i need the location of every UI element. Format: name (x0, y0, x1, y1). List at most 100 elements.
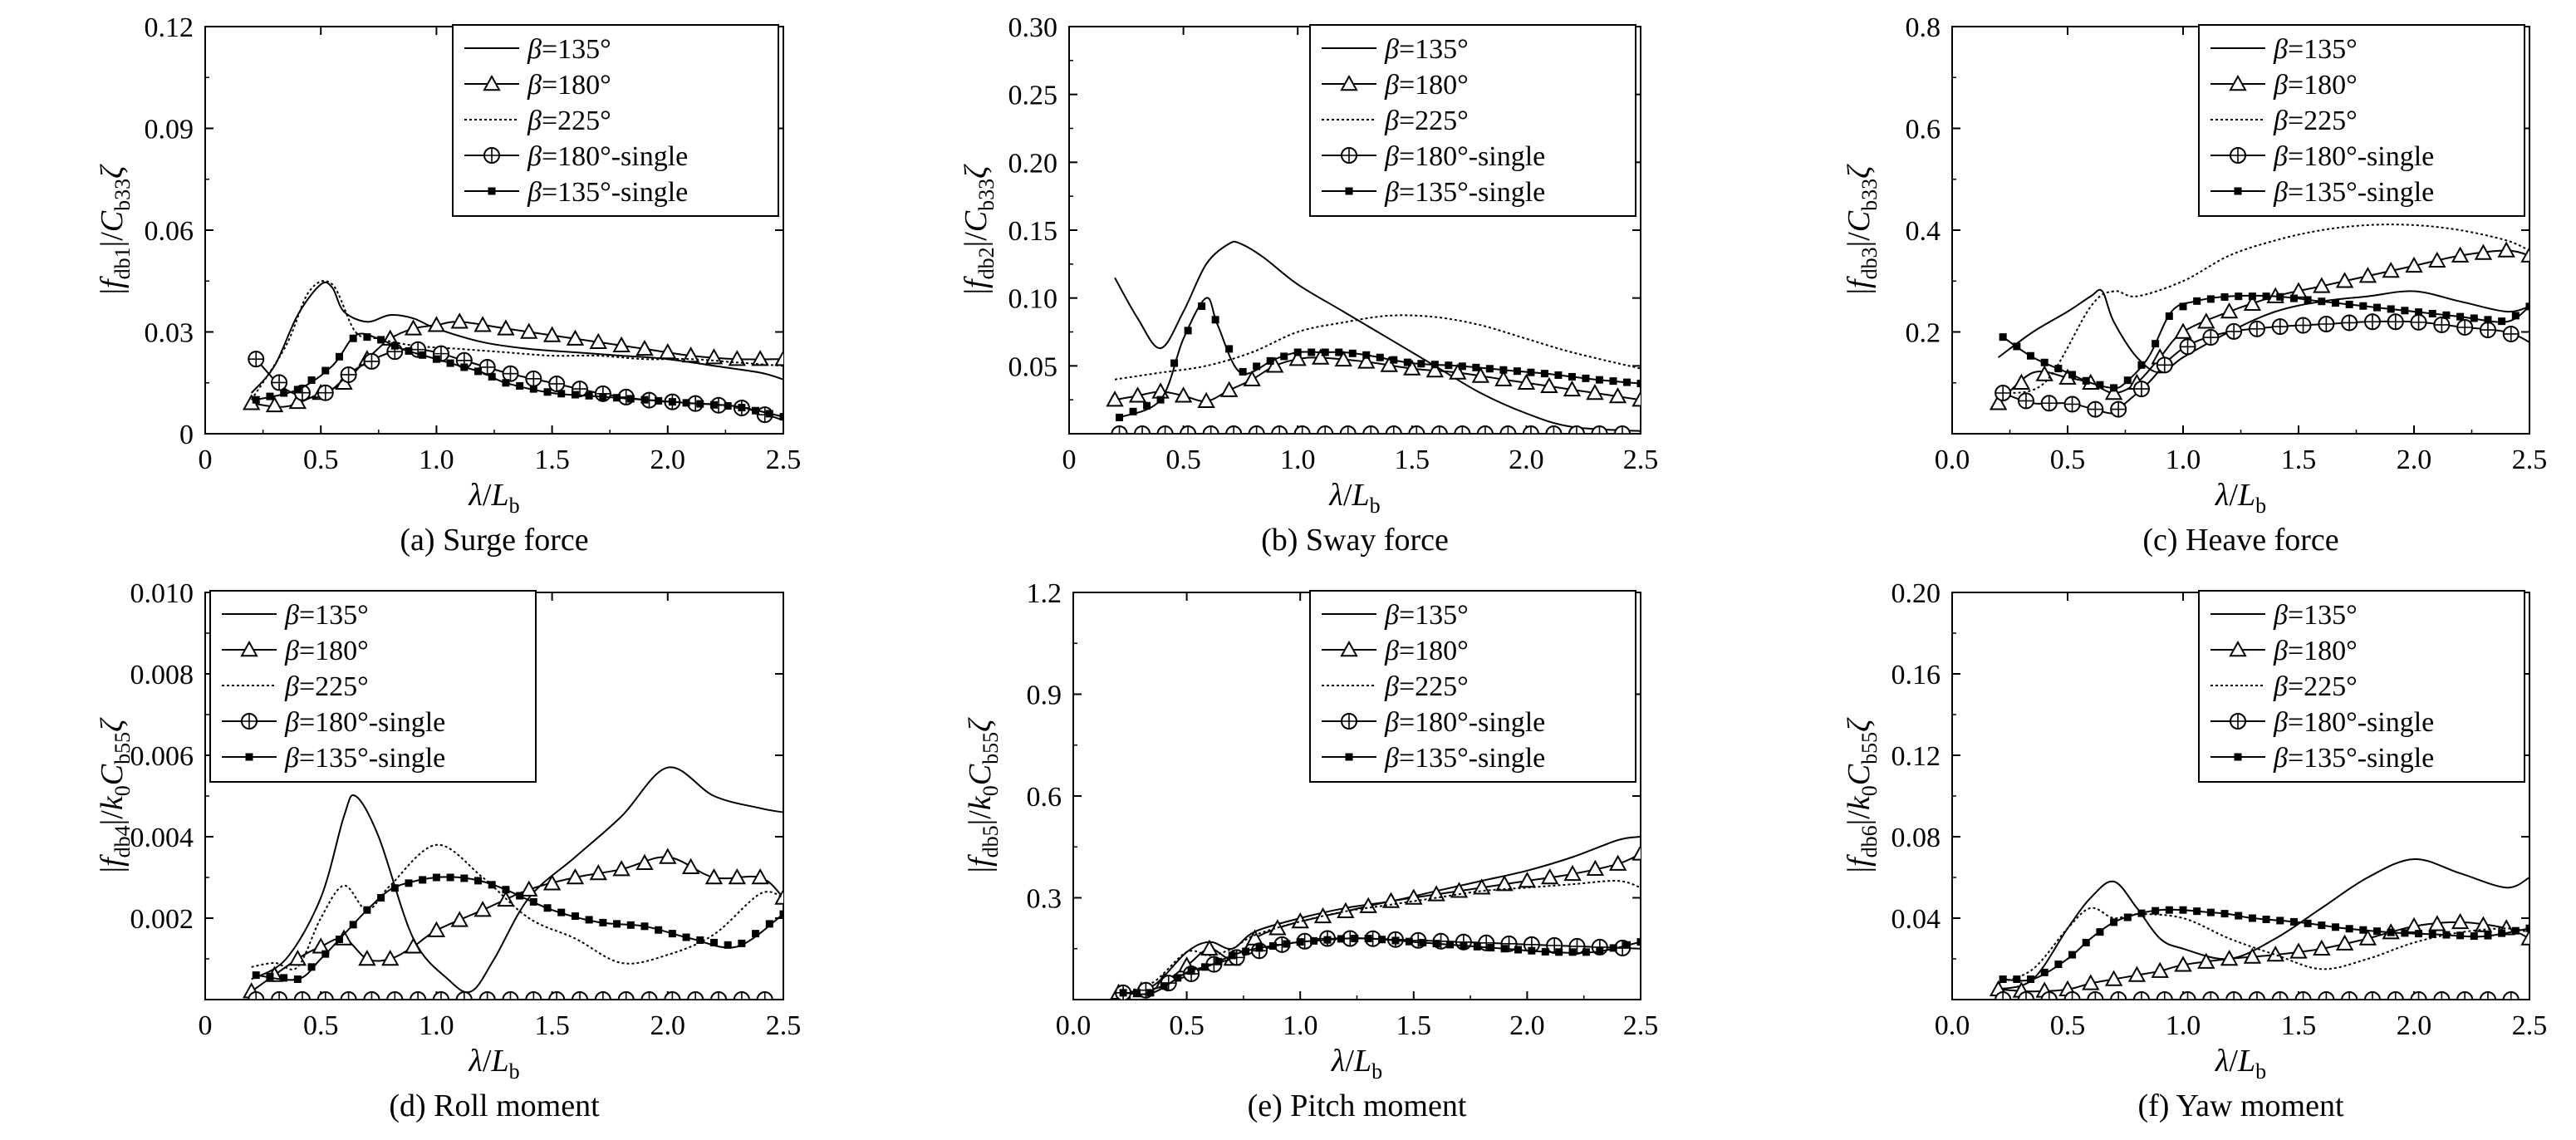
data-point-beta-180deg (2358, 929, 2377, 946)
data-point-beta-135deg-single (2165, 906, 2173, 914)
y-tick-label: 0.9 (1027, 681, 1062, 711)
data-point-beta-135deg-single (2470, 932, 2478, 941)
data-point-beta-135deg-single (1636, 938, 1641, 946)
data-point-beta-135deg-single (363, 906, 371, 914)
data-point-beta-180deg-single (2087, 400, 2104, 418)
data-point-beta-180deg-single (1545, 425, 1563, 434)
y-axis-label: |fdb3|/Cb33ζ|fdb3|/Cb33ζ (1842, 164, 1882, 295)
data-point-beta-180deg (2174, 956, 2192, 972)
data-point-beta-180deg (520, 322, 538, 339)
data-point-beta-180deg (2104, 970, 2123, 986)
data-point-beta-135deg-single (668, 930, 676, 938)
data-point-beta-180deg (2313, 277, 2331, 293)
data-point-beta-180deg-single (316, 384, 334, 401)
data-point-beta-135deg-single (252, 396, 260, 404)
data-point-beta-180deg (681, 857, 700, 874)
data-point-beta-135deg-single (1514, 946, 1522, 954)
data-point-beta-180deg-single (271, 991, 288, 1000)
data-point-beta-180deg (1494, 370, 1513, 386)
legend: β=135°β=135° β=180°β=180° β=225°β=225° β=18… (2198, 590, 2525, 783)
data-point-beta-135deg-single (724, 402, 732, 410)
data-point-beta-180deg (1334, 350, 1352, 367)
data-point-beta-135deg-single (1999, 975, 2007, 983)
y-tick-label: 0.004 (130, 823, 194, 853)
y-tick-label: 0.03 (145, 318, 194, 349)
data-point-beta-180deg-single (2271, 318, 2289, 336)
data-point-beta-180deg (589, 864, 607, 881)
data-point-beta-135deg-single (655, 926, 663, 934)
legend-box (1309, 24, 1636, 217)
data-point-beta-135deg-single (529, 385, 537, 393)
data-point-beta-135deg-single (2331, 299, 2339, 307)
data-point-beta-135deg-single (1293, 348, 1302, 356)
chart-panel-d: 0 0.5 1.0 1.5 2.0 2.5 0.002 0.004 0.006 0.008 0.01… (95, 578, 801, 1123)
legend-label: β=135°β=135° (2273, 600, 2358, 631)
data-point-beta-180deg (2012, 373, 2031, 390)
series-beta-135deg (1998, 857, 2529, 990)
data-point-beta-135deg-single (1430, 361, 1439, 369)
data-point-beta-135deg-single (1554, 371, 1563, 379)
data-point-beta-135deg-single (2415, 308, 2423, 317)
data-point-beta-180deg-single (316, 991, 334, 1000)
data-point-beta-180deg-single (2410, 991, 2427, 1000)
data-point-beta-135deg-single (682, 933, 690, 941)
data-point-beta-135deg-single (1541, 947, 1549, 956)
data-point-beta-180deg-single (1430, 425, 1448, 434)
data-point-beta-180deg (2335, 272, 2354, 288)
series-line-beta-180deg-single (2002, 320, 2529, 415)
data-point-beta-135deg-single (2428, 309, 2436, 317)
data-point-beta-135deg-single (2484, 316, 2492, 324)
data-point-beta-180deg-single (1180, 425, 1197, 434)
data-point-beta-180deg (1518, 872, 1537, 888)
legend-marker (2234, 753, 2242, 761)
data-point-beta-135deg-single (2304, 919, 2312, 927)
data-point-beta-135deg-single (2206, 908, 2215, 916)
data-point-beta-135deg-single (1119, 989, 1127, 997)
series-line-beta-225deg (1118, 880, 1641, 994)
data-point-beta-180deg (1449, 363, 1467, 380)
data-point-beta-180deg (2428, 251, 2446, 268)
data-point-beta-135deg-single (1253, 362, 1261, 371)
data-point-beta-180deg (404, 937, 423, 954)
legend-entry-beta-225deg: β=225°β=225° (464, 106, 611, 136)
data-point-beta-180deg (2497, 241, 2515, 258)
data-point-beta-135deg-single (1116, 413, 1124, 421)
data-point-beta-135deg-single (307, 963, 316, 971)
data-point-beta-180deg-single (2202, 991, 2220, 1000)
data-point-beta-180deg (2197, 312, 2215, 329)
data-point-beta-180deg (1312, 348, 1330, 365)
data-point-beta-135deg-single (557, 390, 566, 398)
legend-label: β=135°β=135° (284, 600, 369, 631)
data-point-beta-180deg (635, 339, 654, 356)
data-point-beta-135deg-single (696, 400, 704, 408)
x-tick-label: 1.5 (2281, 445, 2317, 475)
x-tick-label: 0.5 (303, 1010, 339, 1041)
x-tick-label: 2.0 (650, 1010, 686, 1041)
data-point-beta-135deg-single (1296, 938, 1304, 946)
data-point-beta-180deg (2127, 966, 2147, 982)
data-point-beta-135deg-single (1487, 944, 1495, 952)
data-point-beta-135deg-single (377, 336, 385, 344)
data-point-beta-135deg-single (585, 916, 593, 924)
data-point-beta-180deg (2313, 939, 2331, 956)
y-tick-label: 0.008 (130, 660, 194, 690)
data-point-beta-135deg-single (2442, 931, 2451, 939)
data-point-beta-135deg-single (1132, 989, 1141, 997)
data-point-beta-135deg-single (349, 921, 357, 929)
data-point-beta-135deg-single (2276, 916, 2284, 925)
chart-panel-f: 0.0 0.5 1.0 1.5 2.0 2.5 0.04 0.08 0.12 0.16 0.20 λ/… (1842, 578, 2547, 1123)
data-point-beta-180deg-single (2110, 991, 2127, 1000)
data-point-beta-180deg (566, 329, 585, 346)
data-point-beta-135deg-single (321, 366, 330, 375)
legend-label: β=180°β=180° (1384, 636, 1469, 666)
y-tick-label: 0.04 (1892, 904, 1941, 935)
data-point-beta-135deg-single (1364, 935, 1372, 942)
data-point-beta-135deg-single (280, 389, 288, 397)
data-point-beta-180deg (1380, 356, 1398, 372)
y-tick-label: 0.2 (1906, 318, 1941, 349)
data-point-beta-135deg-single (266, 972, 274, 980)
data-point-beta-180deg (2405, 916, 2423, 933)
data-point-beta-180deg-single (2202, 329, 2220, 346)
